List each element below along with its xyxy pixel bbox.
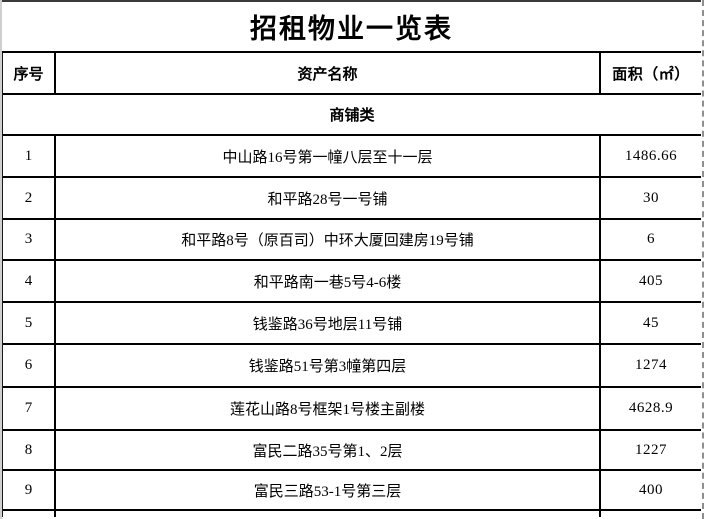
cell-area: 4628.9 <box>628 400 674 416</box>
cell-area: 405 <box>639 272 663 289</box>
cell-asset-name: 富民二路35号第1、2层 <box>54 431 601 469</box>
header-row: 序号 资产名称 面积（㎡） <box>3 53 701 95</box>
cell-area: 1486.66 <box>624 147 678 164</box>
cell-serial: 8 <box>24 441 33 458</box>
cell-serial: 6 <box>24 357 33 373</box>
cell-asset-name: 莲花山路8号框架1号楼主副楼 <box>54 388 601 429</box>
cell-asset-name: 钱鉴路51号第3幢第四层 <box>54 345 601 386</box>
cell-area: 30 <box>643 189 659 206</box>
table-row: 3 和平路8号（原百司）中环大厦回建房19号铺 6 <box>3 220 701 261</box>
page-title: 招租物业一览表 <box>2 0 701 53</box>
column-header-area: 面积（㎡） <box>612 66 690 83</box>
cell-area: 400 <box>639 481 663 498</box>
cell-asset-name: 富民三路53-1号第三层 <box>54 471 601 509</box>
cell-serial: 1 <box>24 147 33 164</box>
cell-asset-name: 和平路南一巷5号4-6楼 <box>54 261 601 301</box>
column-header-asset-name: 资产名称 <box>54 53 601 93</box>
cell-asset-name <box>54 511 601 517</box>
page-break-dashed-line <box>702 0 704 519</box>
cell-asset-name: 和平路28号一号铺 <box>54 178 601 218</box>
cell-serial: 9 <box>24 481 33 498</box>
category-row: 商铺类 <box>3 95 701 136</box>
table-row-partial <box>3 511 701 517</box>
table-row: 6 钱鉴路51号第3幢第四层 1274 <box>3 345 701 388</box>
table-row: 8 富民二路35号第1、2层 1227 <box>3 431 701 471</box>
cell-area <box>601 511 701 517</box>
cell-serial: 4 <box>24 272 33 289</box>
cell-asset-name: 中山路16号第一幢八层至十一层 <box>54 136 601 176</box>
table-row: 9 富民三路53-1号第三层 400 <box>3 471 701 511</box>
table-row: 5 钱鉴路36号地层11号铺 45 <box>3 303 701 345</box>
cell-area: 6 <box>647 231 655 247</box>
category-label: 商铺类 <box>329 108 375 124</box>
cell-area: 45 <box>643 314 659 331</box>
table-row: 2 和平路28号一号铺 30 <box>3 178 701 220</box>
table-body: 序号 资产名称 面积（㎡） 商铺类 1 中山路16号第一幢八层至十一层 1486… <box>2 53 701 517</box>
cell-serial <box>3 511 54 517</box>
cell-area: 1274 <box>635 357 667 373</box>
cell-serial: 7 <box>24 400 33 416</box>
cell-area: 1227 <box>635 441 667 458</box>
cell-asset-name: 钱鉴路36号地层11号铺 <box>54 303 601 343</box>
column-header-serial: 序号 <box>13 66 44 83</box>
cell-serial: 3 <box>24 231 33 247</box>
table-row: 1 中山路16号第一幢八层至十一层 1486.66 <box>3 136 701 178</box>
cell-serial: 5 <box>24 314 33 331</box>
cell-serial: 2 <box>24 189 33 206</box>
window-left-edge <box>0 0 2 519</box>
cell-asset-name: 和平路8号（原百司）中环大厦回建房19号铺 <box>54 220 601 259</box>
table-row: 4 和平路南一巷5号4-6楼 405 <box>3 261 701 303</box>
table-row: 7 莲花山路8号框架1号楼主副楼 4628.9 <box>3 388 701 431</box>
